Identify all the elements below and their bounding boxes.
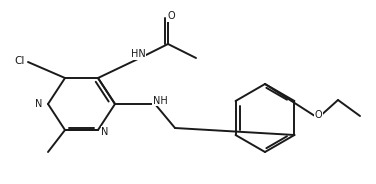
Text: Cl: Cl xyxy=(15,56,25,66)
Text: O: O xyxy=(168,11,176,21)
Text: N: N xyxy=(35,99,43,109)
Text: O: O xyxy=(315,110,322,120)
Text: HN: HN xyxy=(131,49,146,59)
Text: N: N xyxy=(101,127,108,137)
Text: NH: NH xyxy=(153,96,168,106)
